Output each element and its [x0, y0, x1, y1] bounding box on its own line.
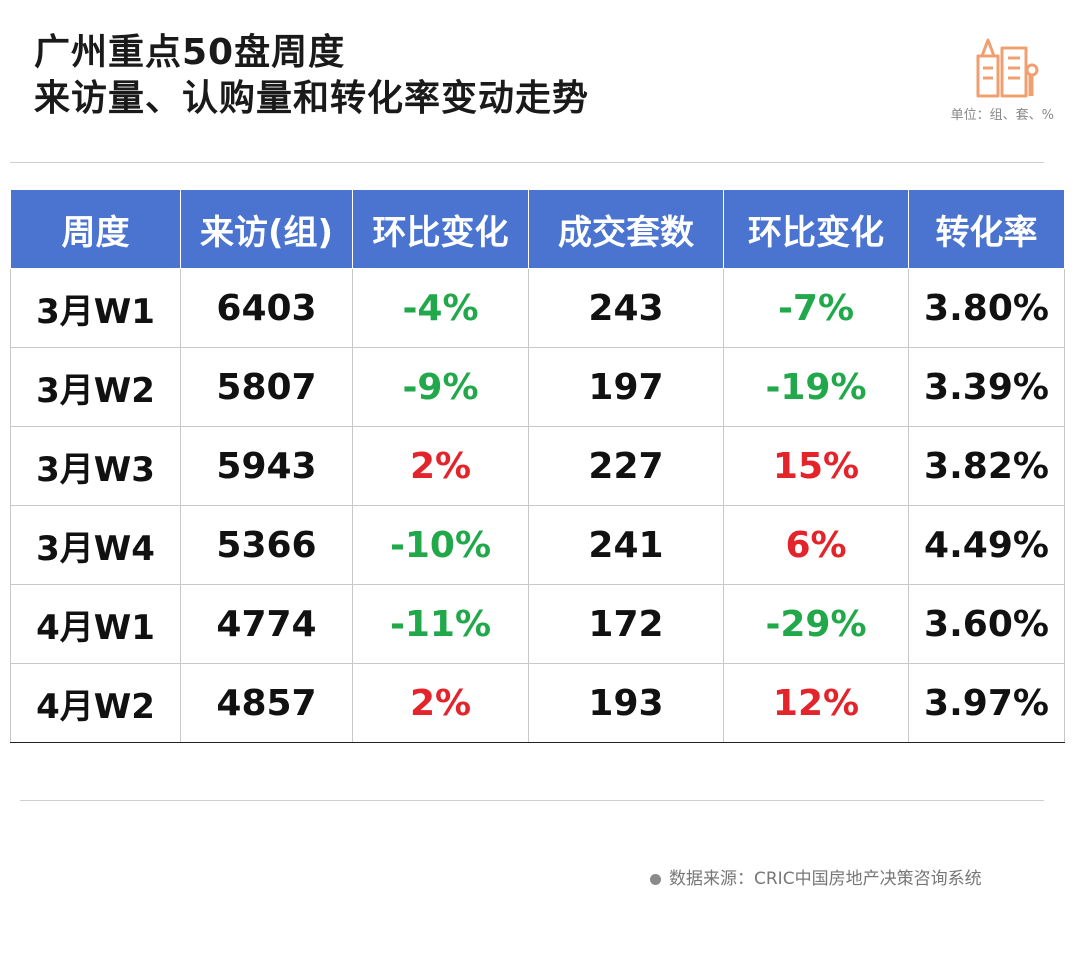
week-cell: 3月W3: [10, 426, 181, 506]
source-text: 数据来源：CRIC中国房地产决策咨询系统: [669, 869, 982, 889]
deals-cell: 197: [528, 347, 724, 427]
deals-cell: 241: [528, 505, 724, 585]
visits-change-cell: 2%: [352, 663, 529, 743]
week-cell: 3月W1: [10, 268, 181, 348]
deals-cell: 243: [528, 268, 724, 348]
column-header: 环比变化: [352, 189, 529, 269]
deals-change-cell: -7%: [723, 268, 909, 348]
visits-change-cell: -4%: [352, 268, 529, 348]
table-row: 4月W1 4774 -11% 172 -29% 3.60%: [10, 584, 1065, 664]
data-source: 数据来源：CRIC中国房地产决策咨询系统: [650, 864, 982, 889]
table-row: 3月W1 6403 -4% 243 -7% 3.80%: [10, 268, 1065, 348]
visits-change-cell: -10%: [352, 505, 529, 585]
column-header: 周度: [10, 189, 181, 269]
week-cell: 3月W4: [10, 505, 181, 585]
table-row: 3月W4 5366 -10% 241 6% 4.49%: [10, 505, 1065, 585]
visits-cell: 4774: [180, 584, 353, 664]
dot-icon: [650, 873, 661, 885]
conversion-rate-cell: 4.49%: [908, 505, 1065, 585]
conversion-rate-cell: 3.97%: [908, 663, 1065, 743]
visits-change-cell: -9%: [352, 347, 529, 427]
table-row: 3月W2 5807 -9% 197 -19% 3.39%: [10, 347, 1065, 427]
visits-cell: 5366: [180, 505, 353, 585]
column-header: 来访(组): [180, 189, 353, 269]
table-header-row: 周度 来访(组) 环比变化 成交套数 环比变化 转化率: [10, 189, 1065, 269]
conversion-rate-cell: 3.82%: [908, 426, 1065, 506]
table-row: 4月W2 4857 2% 193 12% 3.97%: [10, 663, 1065, 743]
bottom-divider: [20, 800, 1044, 801]
title-line-2: 来访量、认购量和转化率变动走势: [34, 78, 590, 119]
chart-title: 广州重点50盘周度 来访量、认购量和转化率变动走势: [34, 30, 589, 122]
deals-change-cell: 15%: [723, 426, 909, 506]
conversion-rate-cell: 3.39%: [908, 347, 1065, 427]
deals-cell: 172: [528, 584, 724, 664]
deals-change-cell: -19%: [723, 347, 909, 427]
week-cell: 4月W1: [10, 584, 181, 664]
deals-change-cell: -29%: [723, 584, 909, 664]
visits-change-cell: -11%: [352, 584, 529, 664]
conversion-rate-cell: 3.60%: [908, 584, 1065, 664]
week-cell: 4月W2: [10, 663, 181, 743]
top-divider: [10, 162, 1044, 163]
column-header: 环比变化: [723, 189, 909, 269]
visits-cell: 5807: [180, 347, 353, 427]
title-line-1: 广州重点50盘周度: [34, 32, 346, 73]
deals-change-cell: 12%: [723, 663, 909, 743]
conversion-rate-cell: 3.80%: [908, 268, 1065, 348]
data-table: 周度 来访(组) 环比变化 成交套数 环比变化 转化率 3月W1 6403 -4% 2…: [10, 189, 1065, 743]
week-cell: 3月W2: [10, 347, 181, 427]
visits-cell: 6403: [180, 268, 353, 348]
column-header: 转化率: [908, 189, 1065, 269]
visits-cell: 5943: [180, 426, 353, 506]
deals-cell: 227: [528, 426, 724, 506]
table-row: 3月W3 5943 2% 227 15% 3.82%: [10, 426, 1065, 506]
column-header: 成交套数: [528, 189, 724, 269]
city-buildings-icon: [976, 38, 1039, 98]
deals-cell: 193: [528, 663, 724, 743]
visits-cell: 4857: [180, 663, 353, 743]
unit-note: 单位：组、套、%: [950, 108, 1054, 123]
visits-change-cell: 2%: [352, 426, 529, 506]
deals-change-cell: 6%: [723, 505, 909, 585]
